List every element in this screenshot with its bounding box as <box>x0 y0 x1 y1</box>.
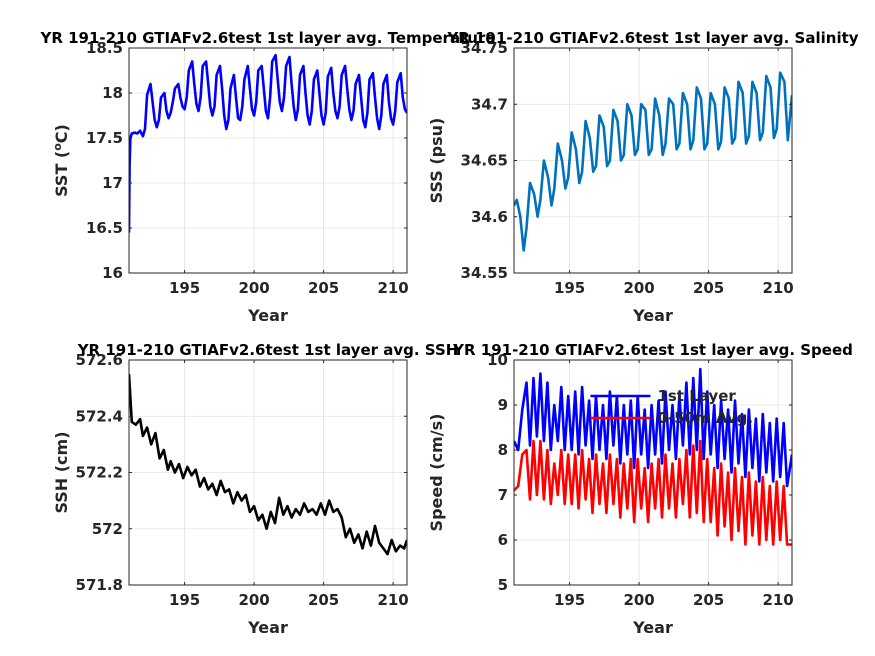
y-axis-label: SSH (cm) <box>52 431 71 513</box>
y-axis-label: Speed (cm/s) <box>427 414 446 532</box>
chart-panel-3: 195 200 205 210 571.8 572 572.2 572.4 572.6 Year S… <box>52 351 409 637</box>
y-tick-label: 7 <box>498 486 508 504</box>
y-tick-label: 571.8 <box>76 576 123 594</box>
x-tick-label: 195 <box>169 279 200 297</box>
legend-label-1: 1st Layer <box>657 387 736 405</box>
x-tick-label: 210 <box>377 591 408 609</box>
y-axis-label: SST (oC) <box>51 124 71 197</box>
legend-label-2: 0-50m Avg. <box>657 409 753 427</box>
plot-area <box>129 48 407 273</box>
x-tick-label: 195 <box>554 591 585 609</box>
axes-box <box>513 359 793 586</box>
y-tick-label: 572.6 <box>76 351 123 369</box>
y-tick-label: 34.6 <box>471 208 508 226</box>
chart-title-1: YR 191-210 GTIAFv2.6test 1st layer avg. … <box>39 29 495 47</box>
x-tick-label: 195 <box>169 591 200 609</box>
y-tick-label: 17 <box>102 174 123 192</box>
x-tick-label: 200 <box>623 279 654 297</box>
x-tick-label: 210 <box>377 279 408 297</box>
chart-panel-2: 195 200 205 210 34.55 34.6 34.65 34.7 34.75 Year S… <box>427 39 794 325</box>
x-axis-label: Year <box>632 618 673 637</box>
x-tick-label: 205 <box>308 279 339 297</box>
series-line-1 <box>514 367 792 488</box>
chart-panel-4: 195 200 205 210 5 6 7 8 9 10 Year Speed (cm/s) 1st L… <box>427 351 794 637</box>
y-tick-label: 17.5 <box>86 129 123 147</box>
x-tick-label: 210 <box>762 279 793 297</box>
x-axis-label: Year <box>247 306 288 325</box>
x-tick-label: 200 <box>623 591 654 609</box>
chart-title-3: YR 191-210 GTIAFv2.6test 1st layer avg. … <box>77 341 459 359</box>
y-tick-label: 8 <box>498 441 508 459</box>
y-tick-label: 572 <box>92 520 123 538</box>
series-line-1 <box>514 71 792 252</box>
chart-title-4: YR 191-210 GTIAFv2.6test 1st layer avg. … <box>452 341 853 359</box>
y-tick-label: 16.5 <box>86 219 123 237</box>
series-line-2 <box>514 439 792 546</box>
y-tick-label: 9 <box>498 396 508 414</box>
y-tick-label: 34.55 <box>461 264 508 282</box>
y-tick-label: 572.2 <box>76 464 123 482</box>
chart-title-2: YR 191-210 GTIAFv2.6test 1st layer avg. … <box>446 29 858 47</box>
y-tick-label: 10 <box>487 351 508 369</box>
y-tick-label: 16 <box>102 264 123 282</box>
y-tick-label: 5 <box>498 576 508 594</box>
y-tick-label: 572.4 <box>76 407 123 425</box>
x-axis-label: Year <box>247 618 288 637</box>
y-tick-label: 34.7 <box>471 95 508 113</box>
y-tick-label: 18.5 <box>86 39 123 57</box>
chart-panel-1: 195 200 205 210 16 16.5 17 17.5 18 18.5 Year SST (o… <box>51 39 409 325</box>
x-tick-label: 205 <box>693 591 724 609</box>
y-tick-label: 18 <box>102 84 123 102</box>
x-tick-label: 200 <box>238 591 269 609</box>
y-tick-label: 34.65 <box>461 152 508 170</box>
series-line-1 <box>129 374 407 556</box>
x-tick-label: 205 <box>308 591 339 609</box>
x-axis-label: Year <box>632 306 673 325</box>
y-tick-label: 6 <box>498 531 508 549</box>
x-tick-label: 195 <box>554 279 585 297</box>
x-tick-label: 210 <box>762 591 793 609</box>
y-axis-label: SSS (psu) <box>427 118 446 204</box>
y-tick-label: 34.75 <box>461 39 508 57</box>
series-line-1 <box>129 53 407 233</box>
axes-box <box>128 47 408 274</box>
x-tick-label: 205 <box>693 279 724 297</box>
x-tick-label: 200 <box>238 279 269 297</box>
